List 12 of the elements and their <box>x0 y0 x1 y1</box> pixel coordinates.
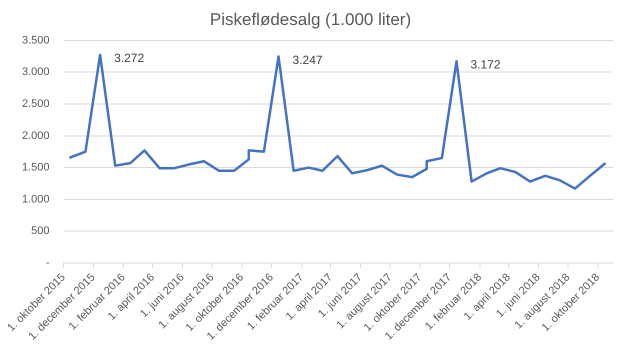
chart-title: Piskeflødesalg (1.000 liter) <box>210 10 412 29</box>
y-tick-label: 3.000 <box>22 66 50 78</box>
data-label: 3.272 <box>114 51 144 66</box>
y-tick-label: 1.000 <box>22 193 50 206</box>
y-tick-label: 500 <box>31 225 50 238</box>
y-tick-label: 1.500 <box>22 162 50 174</box>
y-tick-label: 2.000 <box>22 130 50 142</box>
y-tick-label: 3.500 <box>22 34 50 46</box>
y-tick-label: 2.500 <box>22 98 50 110</box>
y-tick-label: - <box>46 256 50 269</box>
data-label: 3.247 <box>292 52 323 67</box>
data-label: 3.172 <box>470 58 501 72</box>
